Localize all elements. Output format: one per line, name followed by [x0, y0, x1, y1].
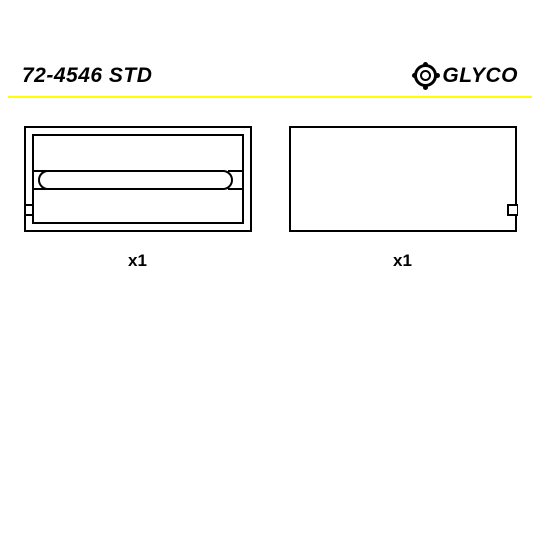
- divider-line: [8, 96, 532, 98]
- quantity-label: x1: [128, 251, 147, 271]
- part-number: 72-4546 STD: [22, 64, 152, 88]
- glyco-gear-icon: [414, 64, 438, 88]
- bearing-shell-plain-icon: [288, 125, 518, 233]
- drawing-left-panel: x1: [22, 125, 253, 345]
- bearing-shell-grooved-icon: [23, 125, 253, 233]
- product-diagram-page: 72-4546 STD GLYCO: [0, 0, 540, 540]
- drawing-right-panel: x1: [287, 125, 518, 345]
- brand-name: GLYCO: [442, 64, 518, 88]
- quantity-label: x1: [393, 251, 412, 271]
- brand-logo: GLYCO: [414, 64, 518, 88]
- header: 72-4546 STD GLYCO: [22, 58, 518, 94]
- drawings-row: x1 x1: [22, 125, 518, 345]
